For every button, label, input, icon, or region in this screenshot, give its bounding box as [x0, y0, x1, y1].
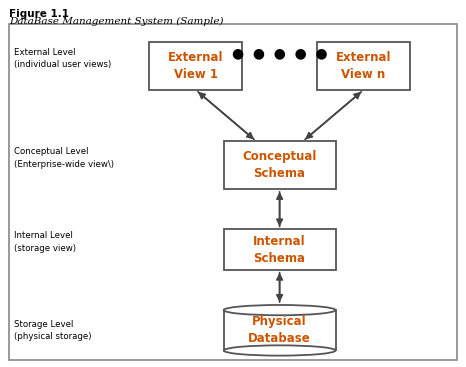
Bar: [224, 310, 336, 350]
Text: External
View n: External View n: [336, 51, 391, 81]
Ellipse shape: [224, 305, 336, 315]
Text: Internal
Schema: Internal Schema: [254, 235, 306, 265]
Text: Conceptual
Schema: Conceptual Schema: [242, 150, 317, 180]
Text: External Level
(individual user views): External Level (individual user views): [14, 48, 111, 69]
Text: Physical
Database: Physical Database: [248, 315, 311, 345]
Text: Storage Level
(physical storage): Storage Level (physical storage): [14, 320, 91, 341]
Text: External
View 1: External View 1: [168, 51, 224, 81]
Text: ●  ●  ●  ●  ●: ● ● ● ● ●: [232, 46, 328, 60]
Text: Internal Level
(storage view): Internal Level (storage view): [14, 232, 76, 253]
Bar: [224, 141, 336, 189]
Bar: [224, 229, 336, 270]
Text: Conceptual Level
(Enterprise-wide view\): Conceptual Level (Enterprise-wide view\): [14, 147, 114, 168]
Bar: [149, 42, 242, 90]
Text: Figure 1.1: Figure 1.1: [9, 9, 69, 19]
Text: DataBase Management System (Sample): DataBase Management System (Sample): [9, 17, 224, 26]
Ellipse shape: [224, 345, 336, 356]
Bar: [317, 42, 410, 90]
